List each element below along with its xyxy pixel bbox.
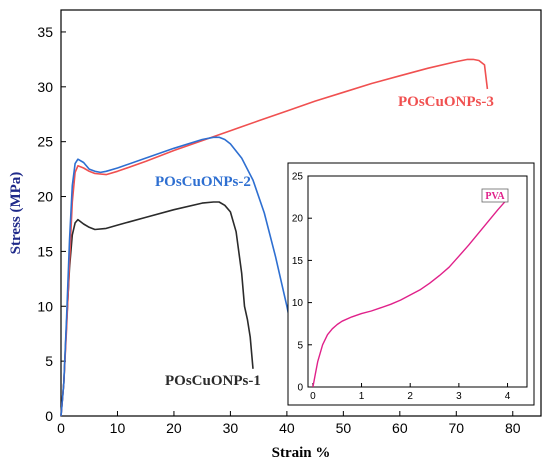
inset-x-tick-label: 2 (407, 391, 413, 402)
inset-y-tick-label: 5 (297, 340, 303, 351)
inset-y-tick-label: 10 (292, 298, 304, 309)
inset-y-tick-label: 20 (292, 214, 304, 225)
y-tick-label: 25 (37, 134, 53, 150)
inset-y-tick-label: 15 (292, 256, 304, 267)
series-line-POsCuONPs-2 (60, 136, 299, 417)
y-tick-label: 30 (37, 79, 53, 95)
inset-plot-marks: 0 1 2 3 4 0 5 10 15 20 25 PVA (292, 172, 528, 402)
inset-x-tick-label: 3 (456, 391, 462, 402)
x-tick-label: 70 (449, 420, 465, 436)
y-tick-label: 10 (37, 298, 53, 314)
y-axis-title: Stress (MPa) (8, 172, 24, 255)
inset-y-tick-label: 0 (297, 383, 303, 394)
inset-x-tick-label: 4 (505, 391, 511, 402)
inset-background (287, 162, 535, 406)
series-line-POsCuONPs-1 (60, 201, 254, 417)
y-tick-label: 5 (45, 353, 53, 369)
series-line-POsCuONPs-3 (60, 58, 489, 417)
x-axis-title: Strain % (272, 445, 331, 461)
inset-x-tick-label: 0 (310, 391, 316, 402)
x-tick-label: 0 (57, 420, 65, 436)
inset-legend-label: PVA (485, 191, 505, 202)
x-tick-label: 60 (392, 420, 408, 436)
x-tick-label: 40 (279, 420, 295, 436)
x-tick-label: 50 (336, 420, 352, 436)
x-tick-label: 30 (223, 420, 239, 436)
x-tick-label: 10 (110, 420, 126, 436)
y-tick-label: 15 (37, 243, 53, 259)
plot-frame (60, 9, 542, 417)
y-tick-label: 20 (37, 189, 53, 205)
series-label-POsCuONPs-2: POsCuONPs-2 (155, 174, 251, 190)
inset-y-tick-label: 25 (292, 172, 304, 183)
x-tick-label: 80 (505, 420, 521, 436)
inset-series-line-PVA (312, 198, 509, 388)
inset-legend-box (481, 188, 509, 203)
y-tick-label: 35 (37, 24, 53, 40)
inset-x-tick-label: 1 (359, 391, 365, 402)
series-label-POsCuONPs-3: POsCuONPs-3 (398, 94, 494, 110)
x-tick-label: 20 (166, 420, 182, 436)
inset-plot-frame (307, 175, 528, 388)
main-plot-marks: 0 10 20 30 40 50 60 70 8005101520253035POsCuONPs… (37, 24, 520, 436)
series-label-POsCuONPs-1: POsCuONPs-1 (165, 373, 261, 389)
y-tick-label: 0 (45, 408, 53, 424)
